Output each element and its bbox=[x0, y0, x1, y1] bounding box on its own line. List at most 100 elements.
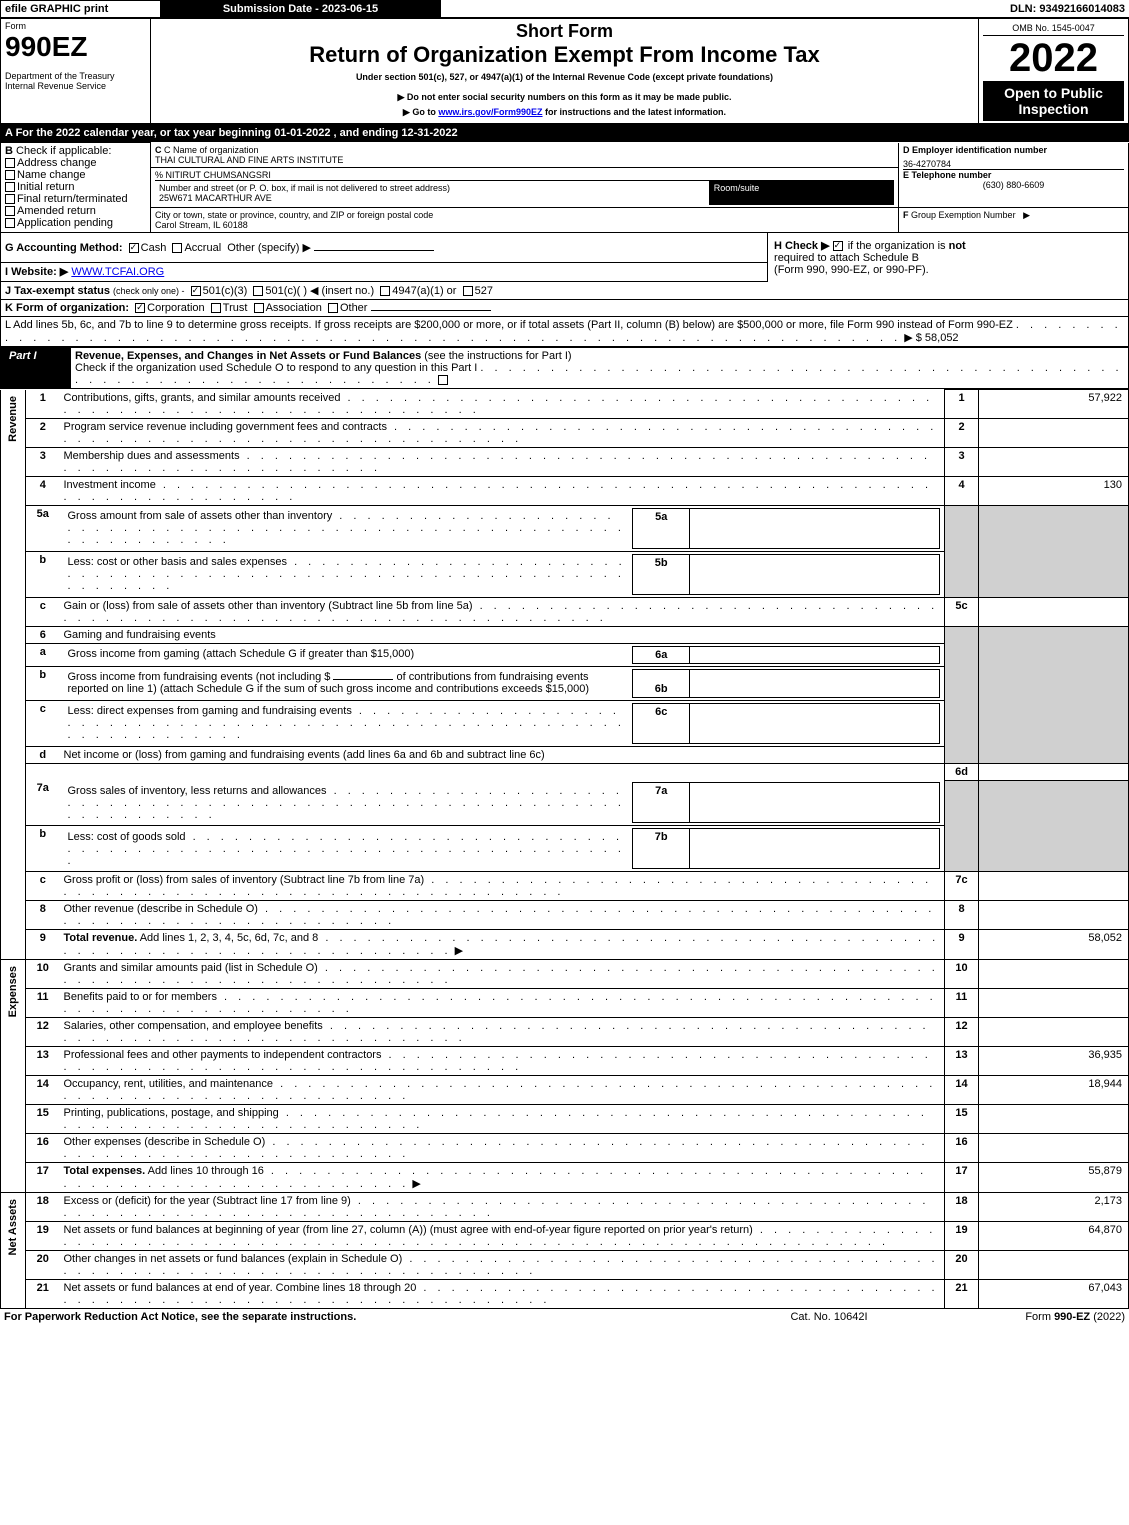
efile-label[interactable]: efile GRAPHIC print bbox=[1, 1, 161, 18]
cash-checkbox[interactable] bbox=[129, 243, 139, 253]
j-sub: (check only one) - bbox=[113, 286, 185, 296]
k-assoc-checkbox[interactable] bbox=[254, 303, 264, 313]
line-10-val bbox=[979, 960, 1129, 989]
k-trust-checkbox[interactable] bbox=[211, 303, 221, 313]
line-17-text: Total expenses. bbox=[64, 1165, 146, 1177]
k-other-checkbox[interactable] bbox=[328, 303, 338, 313]
table-row: 17Total expenses. Add lines 10 through 1… bbox=[1, 1163, 1129, 1193]
name-change-checkbox[interactable] bbox=[5, 170, 15, 180]
table-row: 12Salaries, other compensation, and empl… bbox=[1, 1018, 1129, 1047]
street-label: Number and street (or P. O. box, if mail… bbox=[159, 183, 450, 193]
table-row: cGross profit or (loss) from sales of in… bbox=[1, 872, 1129, 901]
table-row: 13Professional fees and other payments t… bbox=[1, 1047, 1129, 1076]
line-20-text: Other changes in net assets or fund bala… bbox=[64, 1253, 403, 1265]
d-label: D Employer identification number bbox=[903, 145, 1124, 155]
dept1: Department of the Treasury bbox=[5, 71, 146, 81]
contact: % NITIRUT CHUMSANGSRI bbox=[155, 170, 894, 180]
accrual-checkbox[interactable] bbox=[172, 243, 182, 253]
table-row: 9Total revenue. Add lines 1, 2, 3, 4, 5c… bbox=[1, 930, 1129, 960]
table-row: cGain or (loss) from sale of assets othe… bbox=[1, 597, 1129, 626]
final-checkbox[interactable] bbox=[5, 194, 15, 204]
line-20-val bbox=[979, 1251, 1129, 1280]
line-5a-text: Gross amount from sale of assets other t… bbox=[68, 510, 333, 522]
dept2: Internal Revenue Service bbox=[5, 81, 146, 91]
header-block: Form 990EZ Department of the Treasury In… bbox=[0, 18, 1129, 124]
j-4947-checkbox[interactable] bbox=[380, 286, 390, 296]
j-501c-checkbox[interactable] bbox=[253, 286, 263, 296]
l-text: L Add lines 5b, 6c, and 7b to line 9 to … bbox=[5, 319, 1013, 331]
line-6d-text: Net income or (loss) from gaming and fun… bbox=[64, 749, 545, 761]
phone: (630) 880-6609 bbox=[903, 180, 1124, 190]
line-18-val: 2,173 bbox=[979, 1193, 1129, 1222]
line-1-val: 57,922 bbox=[979, 390, 1129, 419]
table-row: Net Assets 18Excess or (deficit) for the… bbox=[1, 1193, 1129, 1222]
line-12-val bbox=[979, 1018, 1129, 1047]
accrual-label: Accrual bbox=[184, 242, 221, 254]
org-name: THAI CULTURAL AND FINE ARTS INSTITUTE bbox=[155, 155, 894, 165]
city: Carol Stream, IL 60188 bbox=[155, 220, 894, 230]
line-13-val: 36,935 bbox=[979, 1047, 1129, 1076]
line-6b-text1: Gross income from fundraising events (no… bbox=[68, 671, 331, 683]
line-5c-val bbox=[979, 597, 1129, 626]
j-o4: 527 bbox=[475, 285, 493, 297]
line-6-text: Gaming and fundraising events bbox=[60, 626, 945, 643]
c-label: C Name of organization bbox=[164, 145, 259, 155]
k-label: K Form of organization: bbox=[5, 302, 129, 314]
table-row: 8Other revenue (describe in Schedule O)8 bbox=[1, 901, 1129, 930]
pending-checkbox[interactable] bbox=[5, 218, 15, 228]
netassets-section-label: Net Assets bbox=[5, 1195, 21, 1259]
line-8-text: Other revenue (describe in Schedule O) bbox=[64, 903, 258, 915]
line-7b-text: Less: cost of goods sold bbox=[68, 831, 186, 843]
warn2: ▶ Go to www.irs.gov/Form990EZ for instru… bbox=[155, 107, 974, 118]
line-11-val bbox=[979, 989, 1129, 1018]
j-501c3-checkbox[interactable] bbox=[191, 286, 201, 296]
final-label: Final return/terminated bbox=[17, 193, 128, 205]
part1-check[interactable] bbox=[438, 375, 448, 385]
line-3-text: Membership dues and assessments bbox=[64, 450, 240, 462]
warn1: ▶ Do not enter social security numbers o… bbox=[155, 92, 974, 103]
revenue-section-label: Revenue bbox=[5, 392, 21, 446]
part1-check-text: Check if the organization used Schedule … bbox=[75, 362, 477, 374]
street: 25W671 MACARTHUR AVE bbox=[159, 193, 272, 203]
table-row: 11Benefits paid to or for members11 bbox=[1, 989, 1129, 1018]
h-text1: if the organization is bbox=[848, 240, 946, 252]
name-change-label: Name change bbox=[17, 169, 86, 181]
amended-checkbox[interactable] bbox=[5, 206, 15, 216]
part1-label: Part I bbox=[1, 348, 71, 389]
expenses-section-label: Expenses bbox=[5, 962, 21, 1021]
k-assoc: Association bbox=[266, 302, 322, 314]
line-9-text: Total revenue. bbox=[64, 932, 138, 944]
line-4-val: 130 bbox=[979, 476, 1129, 505]
h-text3: (Form 990, 990-EZ, or 990-PF). bbox=[774, 264, 929, 276]
irs-link[interactable]: www.irs.gov/Form990EZ bbox=[438, 107, 542, 117]
j-527-checkbox[interactable] bbox=[463, 286, 473, 296]
k-corp-checkbox[interactable] bbox=[135, 303, 145, 313]
tax-year: 2022 bbox=[983, 36, 1124, 81]
part1-title: Revenue, Expenses, and Changes in Net As… bbox=[75, 350, 421, 362]
line-6a-val bbox=[690, 646, 940, 663]
addr-change-checkbox[interactable] bbox=[5, 158, 15, 168]
f-arrow: ▶ bbox=[1023, 210, 1030, 220]
line-7a-val bbox=[690, 783, 940, 823]
line-6c-text: Less: direct expenses from gaming and fu… bbox=[68, 705, 352, 717]
j-o1: 501(c)(3) bbox=[203, 285, 248, 297]
gh-block: G Accounting Method: Cash Accrual Other … bbox=[0, 233, 1129, 283]
h-checkbox[interactable] bbox=[833, 241, 843, 251]
line-6a-text: Gross income from gaming (attach Schedul… bbox=[68, 648, 415, 660]
table-row: 14Occupancy, rent, utilities, and mainte… bbox=[1, 1076, 1129, 1105]
line-6c-val bbox=[690, 703, 940, 743]
line-5c-text: Gain or (loss) from sale of assets other… bbox=[64, 600, 473, 612]
section-j: J Tax-exempt status (check only one) - 5… bbox=[0, 282, 1129, 300]
line-6b-val bbox=[690, 669, 940, 697]
dln: DLN: 93492166014083 bbox=[929, 1, 1129, 18]
website-link[interactable]: WWW.TCFAI.ORG bbox=[71, 266, 164, 278]
table-row: 20Other changes in net assets or fund ba… bbox=[1, 1251, 1129, 1280]
line-13-text: Professional fees and other payments to … bbox=[64, 1049, 382, 1061]
subtitle: Under section 501(c), 527, or 4947(a)(1)… bbox=[155, 72, 974, 82]
h-label: H Check ▶ bbox=[774, 240, 830, 252]
line-21-val: 67,043 bbox=[979, 1280, 1129, 1309]
table-row: 6Gaming and fundraising events bbox=[1, 626, 1129, 643]
i-label: I Website: ▶ bbox=[5, 266, 68, 278]
initial-checkbox[interactable] bbox=[5, 182, 15, 192]
line-3-val bbox=[979, 447, 1129, 476]
